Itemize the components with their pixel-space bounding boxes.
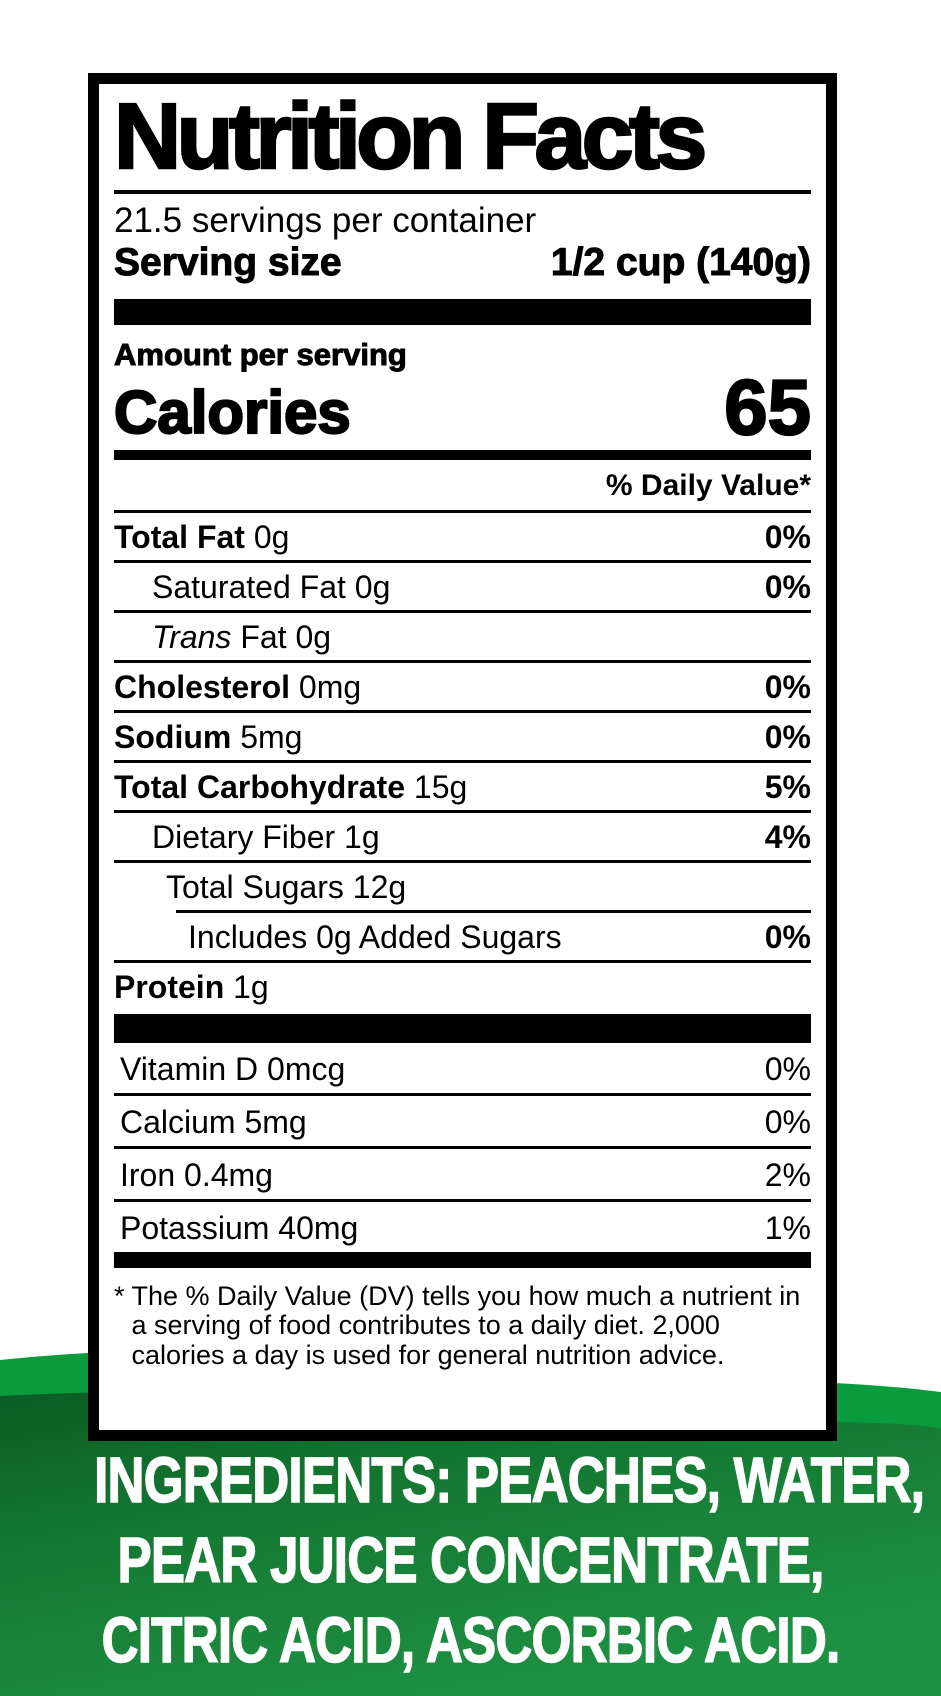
dv-value: 0% [764, 1050, 811, 1087]
nutrient-row-cholesterol: Cholesterol 0mg 0% [114, 663, 811, 713]
dv-value: 0% [764, 718, 811, 755]
serving-size-row: Serving size 1/2 cup (140g) [114, 241, 812, 285]
divider-thick [114, 299, 811, 326]
calories-label: Calories [113, 378, 352, 446]
nutrition-facts-panel: Nutrition Facts 21.5 servings per contai… [88, 73, 837, 1441]
serving-size-value: 1/2 cup (140g) [550, 241, 811, 285]
dv-value: 0% [764, 918, 811, 955]
vitamin-name: Calcium 5mg [120, 1103, 307, 1140]
ingredients-line: INGREDIENTS: PEACHES, WATER, [94, 1443, 926, 1517]
nutrient-row-sodium: Sodium 5mg 0% [114, 713, 811, 763]
divider-medium [114, 1254, 811, 1268]
panel-title: Nutrition Facts [113, 86, 811, 194]
footnote-asterisk: * [114, 1280, 125, 1311]
nutrient-row-protein: Protein 1g [114, 968, 269, 1005]
nutrient-row-trans-fat: Trans Fat 0g [114, 613, 811, 663]
vitamin-name: Iron 0.4mg [120, 1156, 273, 1193]
dv-value: 2% [764, 1156, 811, 1193]
nutrient-row-total-fat: Total Fat 0g 0% [114, 513, 811, 563]
vitamin-row-calcium: Calcium 5mg 0% [114, 1096, 811, 1149]
nutrient-row-dietary-fiber: Dietary Fiber 1g 4% [114, 813, 811, 863]
dv-value: 0% [764, 1103, 811, 1140]
dv-value: 4% [764, 818, 811, 855]
daily-value-footnote: * The % Daily Value (DV) tells you how m… [114, 1280, 804, 1371]
dv-value: 5% [764, 768, 811, 805]
vitamin-row-iron: Iron 0.4mg 2% [114, 1149, 811, 1202]
amount-per-serving-label: Amount per serving [114, 337, 408, 373]
dv-value: 1% [764, 1209, 811, 1246]
calories-value: 65 [723, 363, 812, 452]
serving-size-label: Serving size [114, 241, 343, 285]
dark-green-wave [0, 1391, 941, 1696]
nutrient-row-saturated-fat: Saturated Fat 0g 0% [114, 563, 811, 613]
vitamin-row-potassium: Potassium 40mg 1% [114, 1202, 811, 1255]
vitamin-row-vitamin-d: Vitamin D 0mcg 0% [114, 1043, 811, 1096]
nutrient-row-added-sugars: Includes 0g Added Sugars 0% [114, 913, 811, 963]
ingredients-line: PEAR JUICE CONCENTRATE, [117, 1523, 825, 1597]
servings-per-container: 21.5 servings per container [114, 200, 537, 240]
ingredients-line: CITRIC ACID, ASCORBIC ACID. [101, 1603, 841, 1677]
dv-value: 0% [764, 518, 811, 555]
divider-thick [114, 1013, 811, 1043]
dv-value: 0% [764, 668, 811, 705]
divider-indented [176, 909, 811, 913]
divider-medium [114, 449, 811, 460]
nutrient-row-total-sugars: Total Sugars 12g [166, 868, 407, 905]
vitamin-name: Potassium 40mg [120, 1209, 359, 1246]
footnote-text: The % Daily Value (DV) tells you how muc… [131, 1280, 801, 1370]
nutrient-row-total-carbohydrate: Total Carbohydrate 15g 5% [114, 763, 811, 813]
daily-value-header: % Daily Value* [114, 460, 811, 513]
calories-row: Calories 65 [113, 363, 812, 452]
dv-value: 0% [764, 568, 811, 605]
vitamin-name: Vitamin D 0mcg [120, 1050, 346, 1087]
ingredients-statement: INGREDIENTS: PEACHES, WATER, PEAR JUICE … [0, 1440, 941, 1680]
